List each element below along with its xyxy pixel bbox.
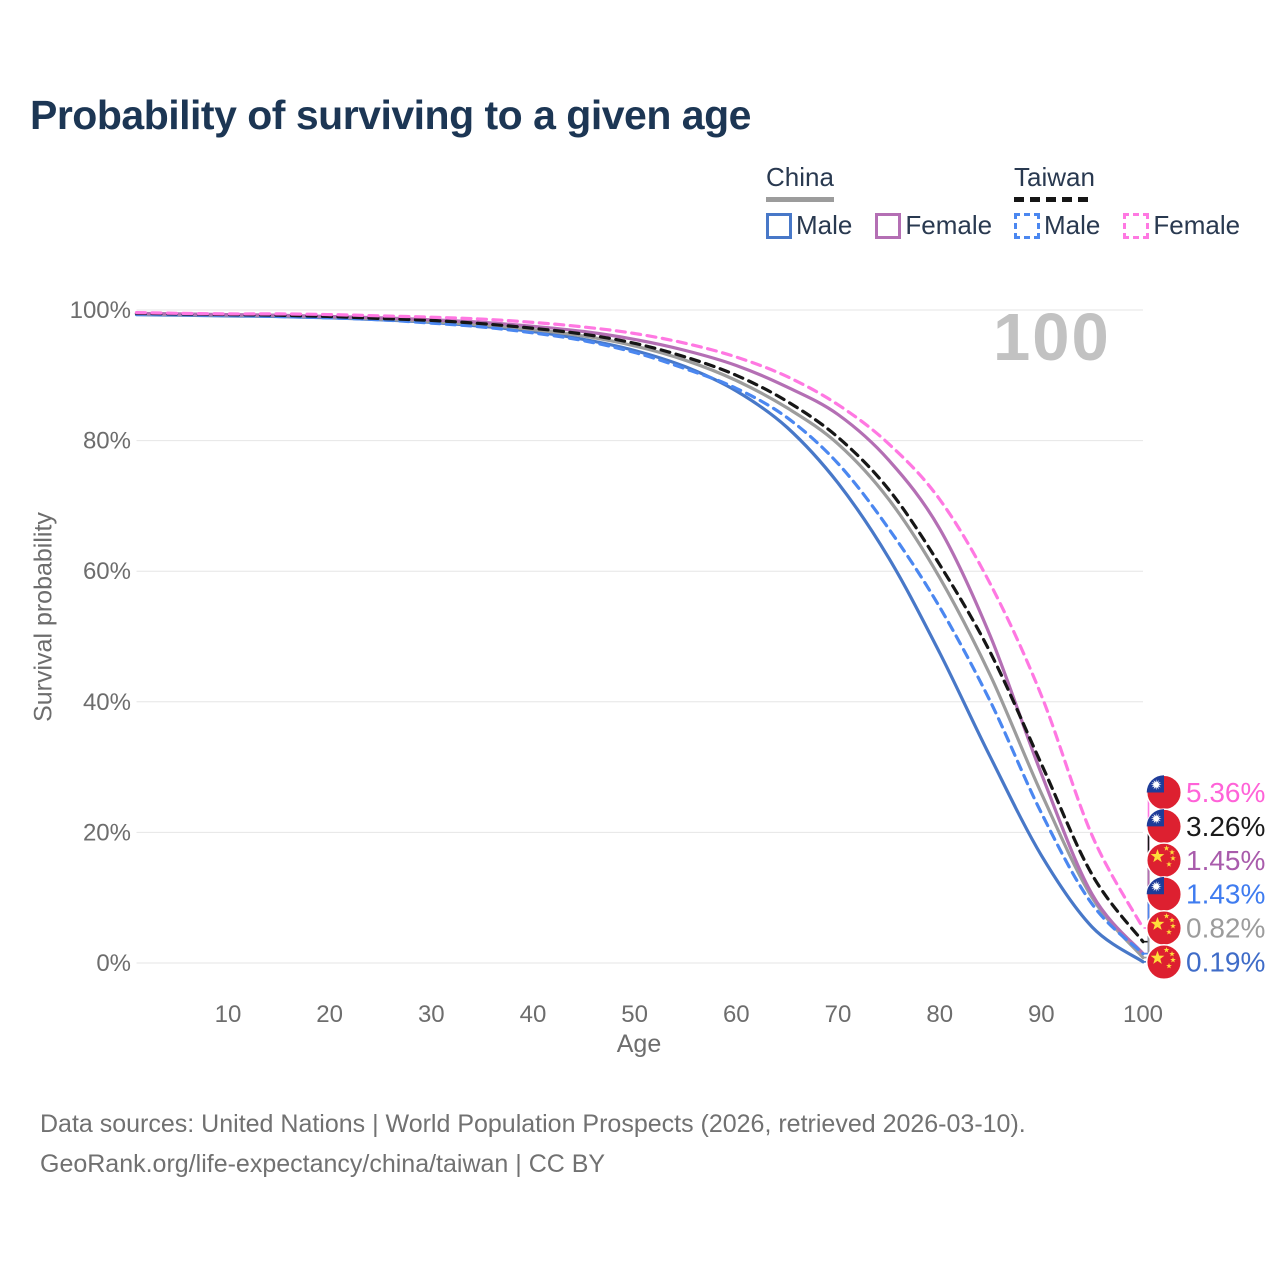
series-line-china-total[interactable] (134, 312, 1145, 960)
x-axis-title: Age (616, 1030, 662, 1058)
y-tick-label: 40% (83, 689, 131, 716)
footer: Data sources: United Nations | World Pop… (40, 1104, 1026, 1184)
legend-item-china-female[interactable]: Female (875, 210, 992, 241)
china-line-sample (766, 197, 834, 202)
x-tick-label: 80 (926, 1001, 953, 1028)
taiwan-female-swatch (1123, 212, 1150, 239)
y-tick-label: 60% (83, 558, 131, 585)
legend-group-taiwan: Taiwan Male Female (1014, 162, 1240, 241)
x-tick-label: 100 (1123, 1001, 1163, 1028)
legend-item-label: Male (796, 210, 853, 240)
star-shape (1170, 855, 1176, 861)
legend-item-label: Male (1044, 210, 1101, 240)
legend-item-taiwan-male[interactable]: Male (1014, 210, 1100, 241)
china-female-swatch (875, 212, 902, 239)
star-shape (1166, 963, 1172, 969)
star-shape (1169, 849, 1175, 855)
legend-item-label: Female (1153, 210, 1241, 240)
legend-item-label: Female (905, 210, 993, 240)
star-shape (1170, 957, 1176, 963)
series-line-taiwan-total[interactable] (134, 311, 1145, 944)
x-tick-label: 20 (316, 1001, 343, 1028)
star-shape (1150, 916, 1165, 930)
x-tick-label: 90 (1028, 1001, 1055, 1028)
china-flag-icon (1145, 910, 1183, 947)
china-flag-icon (1145, 943, 1183, 981)
star-shape (1150, 950, 1165, 964)
series-line-taiwan-female[interactable] (134, 311, 1145, 930)
x-tick-label: 70 (825, 1001, 852, 1028)
endpoint-value: 0.82% (1186, 913, 1265, 944)
endpoint-value: 0.19% (1186, 947, 1265, 978)
star-shape (1150, 779, 1162, 791)
legend-item-china-male[interactable]: Male (766, 210, 852, 241)
legend-group-china: China Male Female (766, 162, 992, 241)
star-shape (1169, 951, 1175, 957)
star-shape (1150, 881, 1162, 892)
star-shape (1150, 813, 1162, 824)
star-shape (1166, 929, 1172, 935)
star-shape (1163, 845, 1170, 851)
data-sources-line: Data sources: United Nations | World Pop… (40, 1110, 1026, 1138)
y-tick-label: 0% (96, 950, 131, 977)
age-watermark: 100 (993, 300, 1111, 375)
attribution-line: GeoRank.org/life-expectancy/china/taiwan… (40, 1150, 606, 1178)
y-tick-label: 20% (83, 819, 131, 846)
legend-item-taiwan-female[interactable]: Female (1123, 210, 1240, 241)
star-shape (1169, 917, 1175, 923)
legend-group-china-label: China (766, 162, 834, 192)
taiwan-line-sample (1014, 197, 1088, 202)
endpoint-value: 3.26% (1186, 811, 1265, 842)
y-tick-label: 80% (83, 428, 131, 455)
x-tick-label: 30 (418, 1001, 445, 1028)
series-line-taiwan-male[interactable] (134, 312, 1145, 956)
x-tick-label: 60 (723, 1001, 750, 1028)
x-tick-label: 50 (621, 1001, 648, 1028)
endpoint-value: 1.43% (1186, 879, 1265, 910)
page-title: Probability of surviving to a given age (30, 92, 751, 138)
star-shape (1150, 849, 1165, 863)
star-shape (1170, 923, 1176, 929)
x-tick-label: 40 (520, 1001, 547, 1028)
star-shape (1166, 861, 1172, 867)
star-shape (1163, 947, 1170, 953)
star-shape (1163, 913, 1170, 919)
china-male-swatch (766, 212, 792, 239)
china-flag-icon (1145, 842, 1183, 879)
series-line-china-female[interactable] (134, 311, 1145, 956)
endpoint-value: 5.36% (1186, 777, 1265, 808)
legend-group-taiwan-label: Taiwan (1014, 162, 1095, 192)
endpoint-value: 1.45% (1186, 845, 1265, 876)
y-tick-label: 100% (70, 297, 131, 324)
x-tick-label: 10 (215, 1001, 242, 1028)
taiwan-male-swatch (1014, 212, 1040, 239)
